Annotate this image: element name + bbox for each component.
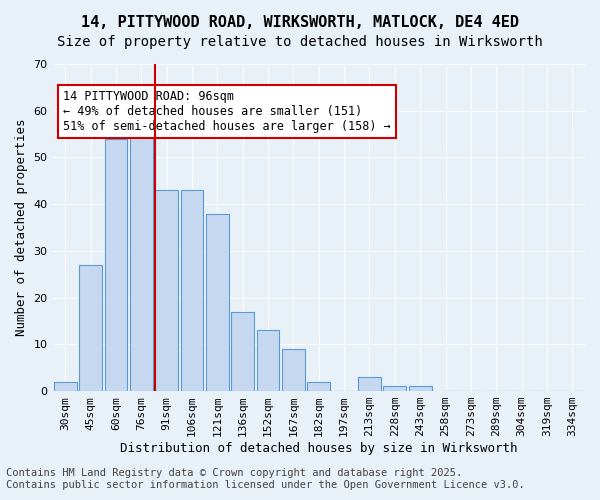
Bar [307,382,330,391]
Bar [282,349,305,391]
Bar [155,190,178,391]
Bar [54,382,77,391]
Bar [104,139,127,391]
Bar [231,312,254,391]
Bar [257,330,280,391]
Text: Size of property relative to detached houses in Wirksworth: Size of property relative to detached ho… [57,35,543,49]
Bar [181,190,203,391]
Bar [206,214,229,391]
Bar [409,386,431,391]
Y-axis label: Number of detached properties: Number of detached properties [15,119,28,336]
Bar [130,134,152,391]
X-axis label: Distribution of detached houses by size in Wirksworth: Distribution of detached houses by size … [120,442,518,455]
Bar [358,377,381,391]
Text: 14, PITTYWOOD ROAD, WIRKSWORTH, MATLOCK, DE4 4ED: 14, PITTYWOOD ROAD, WIRKSWORTH, MATLOCK,… [81,15,519,30]
Text: Contains HM Land Registry data © Crown copyright and database right 2025.
Contai: Contains HM Land Registry data © Crown c… [6,468,525,490]
Bar [383,386,406,391]
Bar [79,265,102,391]
Text: 14 PITTYWOOD ROAD: 96sqm
← 49% of detached houses are smaller (151)
51% of semi-: 14 PITTYWOOD ROAD: 96sqm ← 49% of detach… [63,90,391,133]
